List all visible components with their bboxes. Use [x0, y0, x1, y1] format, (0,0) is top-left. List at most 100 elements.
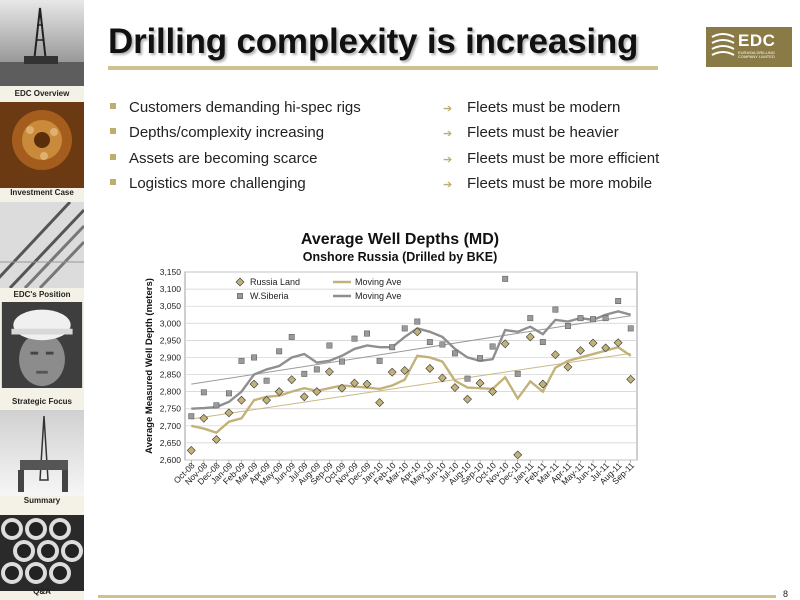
bullet-text: Depths/complexity increasing	[129, 124, 325, 141]
trend-line	[191, 315, 631, 385]
russia-land-point	[475, 378, 485, 388]
sidebar-item-label: Strategic Focus	[11, 397, 72, 406]
russia-land-point	[337, 383, 347, 393]
bullet-text: Assets are becoming scarce	[129, 150, 318, 167]
russia-land-point	[350, 378, 359, 388]
bullet-text: Fleets must be modern	[467, 99, 621, 116]
w-siberia-point	[263, 377, 270, 384]
russia-land-point	[563, 362, 573, 372]
russia-land-point	[249, 379, 259, 389]
sidebar-item-edc-overview[interactable]: EDC Overview	[0, 0, 84, 102]
russia-land-point	[613, 338, 623, 348]
russia-land-point	[513, 450, 523, 460]
bullet-text: Customers demanding hi-spec rigs	[129, 99, 361, 116]
sidebar-item-summary[interactable]: Summary	[0, 410, 84, 510]
chart-subtitle: Onshore Russia (Drilled by BKE)	[302, 250, 498, 264]
russia-land-point	[576, 346, 585, 356]
russia-land-point	[287, 375, 297, 385]
sidebar-item-label: EDC Overview	[14, 89, 70, 98]
w-siberia-point	[338, 358, 345, 365]
sidebar-item-label: Q&A	[33, 587, 51, 596]
page-number: 8	[783, 589, 789, 599]
bullet-text: Fleets must be more mobile	[467, 175, 653, 192]
bullet-right-item: ➔ Fleets must be more efficient	[443, 150, 659, 167]
legend-marker-russia-land	[235, 277, 245, 287]
russia-land-point	[211, 435, 221, 444]
w-siberia-point	[188, 413, 195, 420]
w-siberia-point	[552, 306, 559, 313]
w-siberia-point	[590, 316, 597, 323]
arrow-bullet-icon: ➔	[443, 154, 453, 166]
trend-line	[191, 352, 631, 420]
w-siberia-point	[464, 375, 471, 382]
page-title: Drilling complexity is increasing	[108, 22, 639, 61]
w-siberia-point	[627, 325, 634, 332]
russia-land-point	[324, 367, 334, 377]
y-tick-label: 2,950	[160, 335, 182, 345]
w-siberia-point	[225, 390, 232, 397]
sidebar-item-edcs-position[interactable]: EDC's Position	[0, 202, 84, 302]
legend-label: Moving Ave	[355, 277, 401, 287]
sidebar-item-label: Investment Case	[10, 188, 74, 197]
russia-land-point	[412, 327, 422, 337]
moving-average-line	[191, 310, 632, 410]
russia-land-point	[538, 379, 548, 389]
w-siberia-point	[238, 357, 245, 364]
russia-land-point	[312, 387, 322, 397]
russia-land-point	[450, 383, 460, 392]
sidebar-item-investment-case[interactable]: Investment Case	[0, 102, 84, 202]
w-siberia-point	[326, 342, 333, 349]
w-siberia-point	[276, 348, 283, 355]
russia-land-point	[525, 332, 535, 342]
arrow-bullet-icon: ➔	[443, 128, 453, 140]
w-siberia-point	[364, 330, 371, 337]
arrow-bullet-icon: ➔	[443, 103, 453, 115]
russia-land-point	[274, 387, 284, 397]
y-tick-label: 3,150	[160, 267, 182, 277]
russia-land-point	[237, 395, 246, 405]
y-axis-label: Average Measured Well Depth (meters)	[144, 278, 155, 454]
y-tick-label: 2,900	[160, 352, 182, 362]
y-tick-label: 3,000	[160, 318, 182, 328]
edc-logo-mark-icon	[711, 33, 735, 56]
pipe-ends-photo-icon	[0, 515, 84, 591]
w-siberia-point	[288, 333, 295, 340]
square-bullet-icon	[110, 154, 116, 161]
driller-portrait-photo-icon	[1, 302, 83, 388]
russia-land-point	[224, 408, 234, 418]
offshore-rig-photo-icon	[0, 410, 84, 496]
drill-bit-photo-icon	[0, 102, 84, 188]
w-siberia-point	[564, 323, 571, 329]
sidebar-item-strategic-focus[interactable]: Strategic Focus	[0, 302, 84, 410]
square-bullet-icon	[110, 128, 116, 135]
w-siberia-point	[351, 335, 358, 342]
bullet-right-item: ➔ Fleets must be modern	[443, 99, 620, 116]
bullet-right-item: ➔ Fleets must be more mobile	[443, 175, 652, 192]
w-siberia-point	[301, 370, 308, 377]
russia-land-point	[199, 413, 209, 423]
sidebar-item-qa[interactable]: Q&A	[0, 510, 84, 600]
russia-land-point	[387, 367, 397, 377]
y-tick-label: 3,100	[160, 284, 182, 294]
w-siberia-point	[200, 389, 207, 396]
sidebar-item-label: EDC's Position	[13, 290, 71, 299]
w-siberia-point	[602, 315, 609, 322]
w-siberia-point	[414, 318, 421, 325]
y-tick-label: 2,850	[160, 370, 182, 380]
arrow-bullet-icon: ➔	[443, 179, 453, 191]
y-tick-label: 2,650	[160, 438, 182, 448]
bullet-left-item: Assets are becoming scarce	[110, 150, 317, 167]
sidebar-nav: EDC Overview Investment Case EDC's Posit…	[0, 0, 84, 600]
square-bullet-icon	[110, 103, 116, 110]
y-tick-label: 2,700	[160, 421, 182, 431]
w-siberia-point	[615, 298, 622, 305]
title-underline	[108, 66, 658, 70]
w-siberia-point	[426, 339, 433, 346]
w-siberia-point	[401, 325, 408, 332]
russia-land-point	[262, 395, 272, 405]
w-siberia-point	[251, 354, 258, 361]
russia-land-point	[488, 387, 498, 397]
russia-land-point	[186, 446, 196, 455]
logo-name: EDC	[738, 31, 776, 50]
w-siberia-point	[577, 315, 584, 322]
